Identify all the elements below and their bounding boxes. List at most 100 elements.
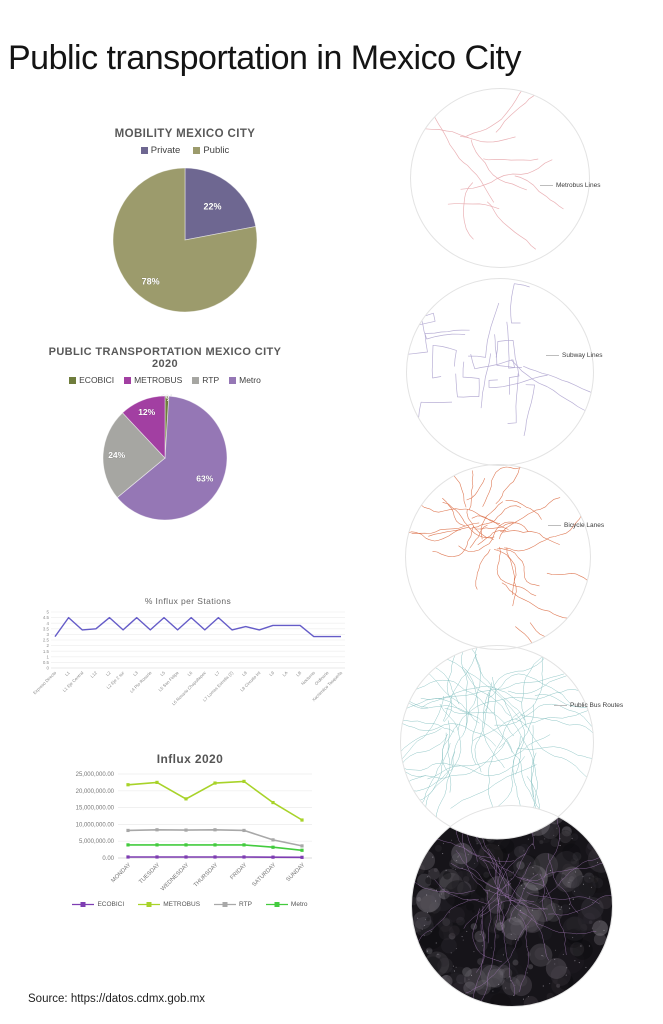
map-circle-outline: [406, 278, 594, 466]
y-tick-label: 1.5: [43, 649, 50, 654]
legend-line-marker: [265, 902, 288, 907]
x-tick-label: L9: [268, 670, 275, 677]
chart-legend: ECOBICI METROBUS RTP Metro: [40, 901, 340, 908]
legend-item-private: Private: [140, 145, 180, 156]
series-marker: [155, 843, 159, 847]
pie-slice-private: [184, 167, 257, 241]
map-image-subway-lines: [406, 278, 594, 466]
x-tick-label: LA: [281, 670, 288, 677]
series-line-metrobus: [127, 780, 303, 821]
pie-slice-metrobus: [121, 395, 166, 460]
y-tick-label: 0.00: [102, 856, 114, 862]
label-leader-line: [546, 355, 559, 356]
series-marker: [242, 828, 246, 833]
source-text: Source: https://datos.cdmx.gob.mx: [28, 993, 206, 1005]
map-label-subway-lines: Subway Lines: [546, 352, 602, 359]
legend-item-metro: Metro: [229, 375, 261, 385]
series-marker: [300, 818, 304, 822]
x-tick-label: WEDNESDAY: [160, 862, 190, 892]
y-tick-label: 4: [47, 621, 50, 626]
series-marker: [271, 845, 275, 849]
map-label-text: Subway Lines: [562, 352, 603, 359]
x-tick-label: TUESDAY: [138, 862, 161, 885]
series-marker: [213, 828, 217, 832]
y-tick-label: 5: [47, 610, 50, 615]
y-tick-label: 0: [47, 666, 50, 671]
series-marker: [184, 828, 188, 832]
legend-label: ECOBICI: [79, 375, 115, 385]
pie-data-label: 1%: [161, 393, 174, 403]
label-leader-line: [540, 185, 553, 186]
y-tick-label: 2.5: [43, 638, 50, 643]
x-tick-label: L8: [241, 670, 248, 677]
chart-mobility-pie: MOBILITY MEXICO CITY Private Public 22% 78…: [70, 128, 300, 325]
series-line-influx: [54, 616, 341, 638]
map-image-bicycle-lanes: [405, 464, 591, 650]
map-circle-satellite-city-map: [411, 805, 613, 1012]
x-tick-label: MONDAY: [110, 862, 132, 884]
map-circle-outline: [405, 464, 591, 650]
y-tick-label: 3.5: [43, 626, 50, 631]
series-marker: [126, 783, 130, 787]
map-circle-public-bus-routes: [400, 645, 594, 844]
legend-item-rtp: RTP: [192, 375, 219, 385]
label-leader-line: [554, 705, 567, 706]
map-label-metrobus-lines: Metrobus Lines: [540, 182, 600, 189]
legend-swatch: [124, 376, 132, 384]
x-tick-label: LB: [295, 670, 302, 677]
y-tick-label: 3: [47, 632, 50, 637]
legend-label: Metro: [290, 901, 308, 908]
series-marker: [242, 779, 246, 783]
x-tick-label: L3: [132, 670, 139, 677]
series-marker: [300, 848, 304, 852]
series-marker: [126, 843, 130, 847]
legend-label: RTP: [239, 901, 252, 908]
legend-label: Metro: [239, 375, 261, 385]
legend-item-ecobici: ECOBICI: [69, 375, 114, 385]
y-tick-label: 5,000,000.00: [79, 839, 115, 845]
series-marker: [155, 855, 159, 859]
series-marker: [271, 800, 275, 805]
map-image-public-bus-routes: [400, 645, 594, 839]
legend-item-metrobus: METROBUS: [138, 901, 200, 908]
series-marker: [213, 843, 217, 847]
pie-data-label: 22%: [203, 202, 221, 212]
chart-transport-pie: PUBLIC TRANSPORTATION MEXICO CITY 2020 E…: [35, 346, 295, 533]
series-marker: [155, 780, 159, 784]
line-chart-influx-stations: 00.511.522.533.544.55 Expreso Directo L1 L1…: [32, 610, 345, 706]
map-circle-outline: [411, 805, 613, 1007]
chart-influx-stations: % Influx per Stations 0 0.5 1 1.5 2 2.5 3 3.5 4 4…: [22, 596, 354, 721]
pie-chart-mobility: 22% 78%: [112, 167, 258, 313]
series-marker: [184, 855, 188, 859]
y-tick-label: 25,000,000.00: [76, 772, 115, 778]
x-tick-label: L6: [186, 670, 193, 677]
pie-data-label: 12%: [138, 407, 155, 417]
x-tick-label: THURSDAY: [193, 862, 220, 889]
line-chart-influx-2020: 0.00 5,000,000.00 10,000,000.00 15,000,000.…: [76, 772, 312, 893]
pie-data-label: 78%: [142, 277, 160, 287]
map-circle-metrobus-lines: [410, 88, 590, 273]
map-circle-outline: [410, 88, 590, 268]
map-label-public-bus-routes: Public Bus Routes: [554, 702, 623, 709]
chart-title: Influx 2020: [156, 752, 224, 766]
chart-title: % Influx per Stations: [144, 596, 232, 606]
chart-title: PUBLIC TRANSPORTATION MEXICO CITY 2020: [48, 346, 282, 370]
pie-chart-transport: 1% 63% 24% 12%: [102, 393, 228, 521]
legend-item-metrobus: METROBUS: [124, 375, 182, 385]
series-marker: [271, 855, 275, 859]
x-tick-label: L2: [105, 670, 112, 677]
pie-data-label: 63%: [196, 473, 213, 483]
legend-label: METROBUS: [134, 375, 183, 385]
series-marker: [213, 781, 217, 785]
x-tick-label: L12: [89, 670, 98, 679]
y-tick-label: 10,000,000.00: [76, 822, 115, 828]
legend-item-rtp: RTP: [214, 901, 252, 908]
x-tick-label: SATURDAY: [251, 862, 277, 888]
legend-item-public: Public: [193, 145, 229, 156]
legend-line-marker: [214, 902, 237, 907]
label-leader-line: [548, 525, 561, 526]
legend-line-marker: [138, 902, 161, 907]
series-marker: [242, 843, 246, 847]
series-marker: [155, 828, 159, 832]
